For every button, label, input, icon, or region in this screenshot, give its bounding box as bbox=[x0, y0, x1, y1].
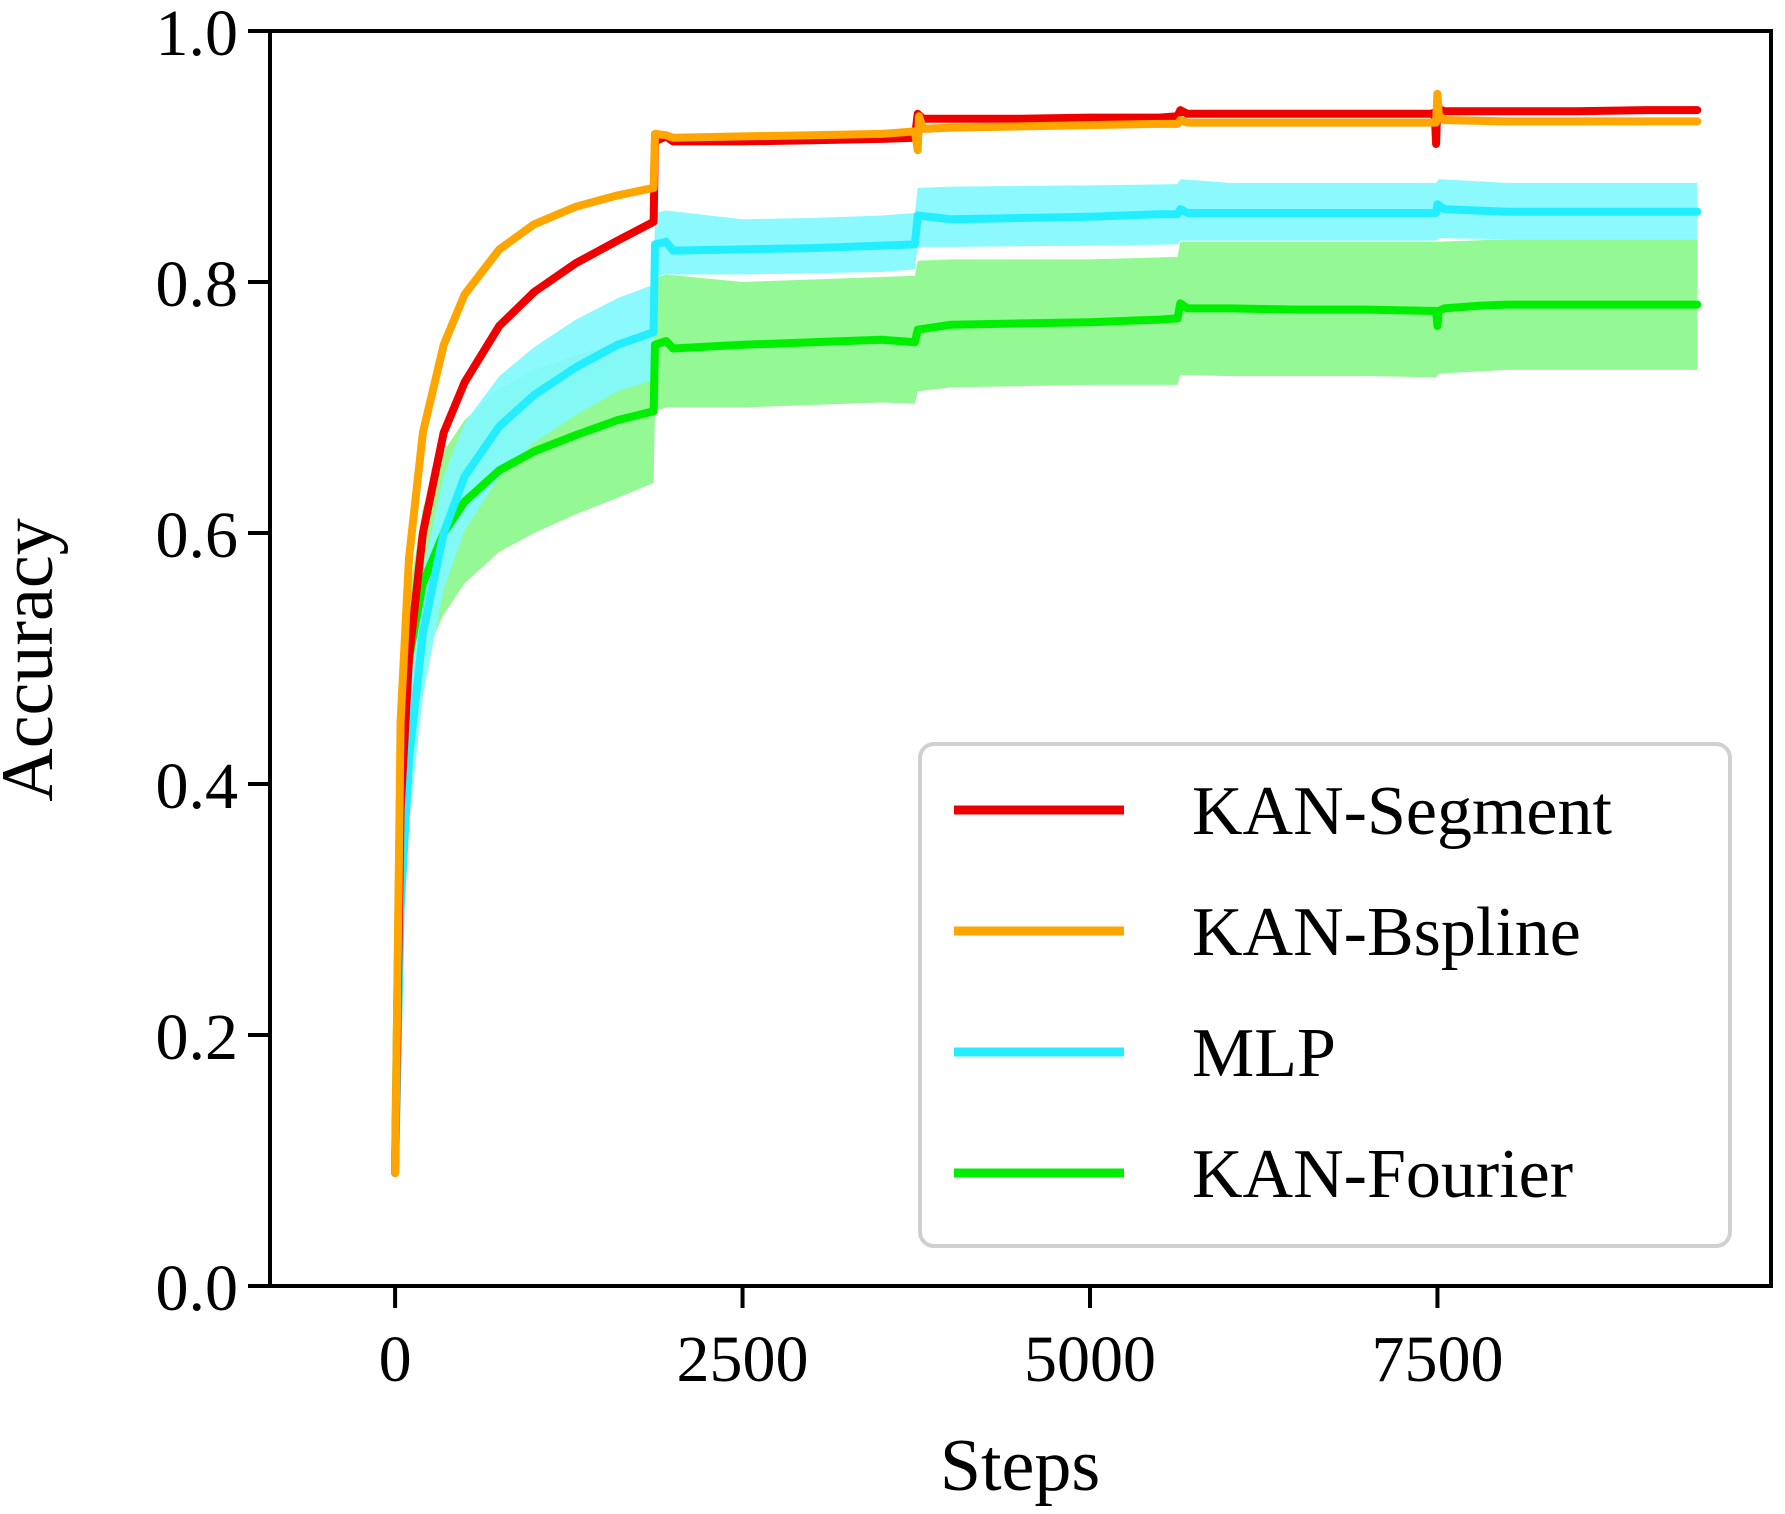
x-tick-label: 2500 bbox=[677, 1323, 809, 1396]
x-tick-label: 7500 bbox=[1371, 1323, 1503, 1396]
legend-label-kan-fourier: KAN-Fourier bbox=[1192, 1136, 1573, 1213]
y-tick-label: 0.4 bbox=[156, 750, 239, 823]
legend-box bbox=[918, 742, 1732, 1248]
y-tick-label: 0.0 bbox=[156, 1252, 239, 1325]
x-axis-ticks: 0 2500 5000 7500 bbox=[379, 1286, 1503, 1396]
series-lines bbox=[391, 89, 1702, 1177]
y-tick-label: 1.0 bbox=[156, 0, 239, 70]
y-tick-label: 0.8 bbox=[156, 248, 239, 321]
y-axis-label: Accuracy bbox=[0, 518, 69, 801]
legend-entries: KAN-Segment KAN-Bspline MLP KAN-Fourier bbox=[954, 773, 1612, 1213]
legend: KAN-Segment KAN-Bspline MLP KAN-Fourier bbox=[918, 742, 1732, 1248]
legend-label-kan-bspline: KAN-Bspline bbox=[1192, 894, 1581, 971]
x-axis-label: Steps bbox=[940, 1425, 1100, 1507]
y-tick-label: 0.2 bbox=[156, 1001, 239, 1074]
y-tick-label: 0.6 bbox=[156, 499, 239, 572]
legend-label-mlp: MLP bbox=[1192, 1015, 1336, 1092]
x-tick-label: 5000 bbox=[1024, 1323, 1156, 1396]
mlp-line bbox=[391, 200, 1702, 1177]
y-axis-ticks: 0.0 0.2 0.4 0.6 0.8 1.0 bbox=[156, 0, 270, 1325]
kan-bspline-line bbox=[391, 89, 1702, 1177]
x-tick-label: 0 bbox=[379, 1323, 412, 1396]
kan-fourier-confidence-band bbox=[395, 239, 1698, 1186]
plot-area-frame bbox=[268, 29, 1773, 1288]
kan-fourier-line bbox=[391, 299, 1702, 1165]
legend-label-kan-segment: KAN-Segment bbox=[1192, 773, 1612, 850]
confidence-bands bbox=[395, 179, 1698, 1186]
